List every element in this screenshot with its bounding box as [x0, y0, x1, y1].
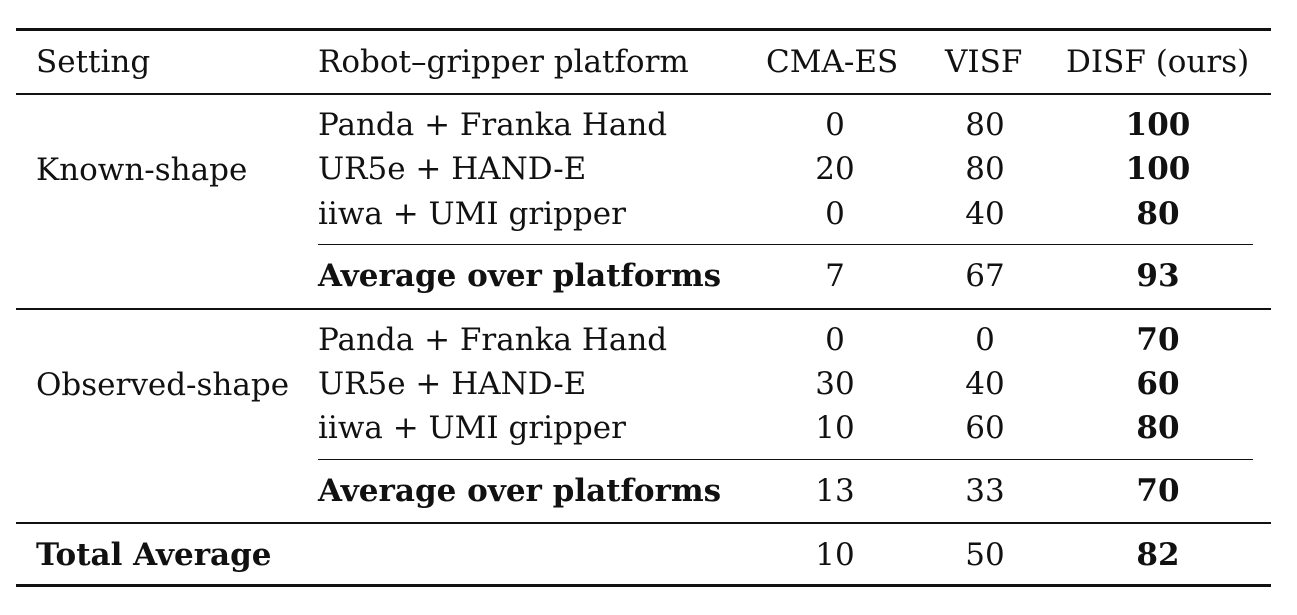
observed-row-3-visf: 60	[965, 410, 1005, 446]
observed-row-2-visf: 40	[965, 366, 1005, 402]
header-setting: Setting	[36, 44, 151, 80]
total-average-label: Total Average	[36, 537, 272, 573]
known-row-1-cmaes: 0	[825, 107, 845, 143]
observed-average-visf: 33	[965, 473, 1005, 509]
known-row-2-cmaes: 20	[815, 151, 855, 187]
total-average-visf: 50	[965, 537, 1005, 573]
observed-average-cmaes: 13	[815, 473, 855, 509]
known-row-3-platform: iiwa + UMI gripper	[318, 196, 626, 232]
header-platform: Robot–gripper platform	[318, 44, 689, 80]
observed-row-3-disf: 80	[1136, 410, 1180, 446]
observed-average-rule	[318, 459, 1253, 460]
known-row-3-visf: 40	[965, 196, 1005, 232]
known-average-disf: 93	[1136, 258, 1180, 294]
observed-row-1-platform: Panda + Franka Hand	[318, 322, 668, 358]
observed-row-2-disf: 60	[1136, 366, 1180, 402]
observed-row-1-visf: 0	[975, 322, 995, 358]
known-row-3-cmaes: 0	[825, 196, 845, 232]
header-disf: DISF (ours)	[1066, 44, 1250, 80]
top-rule	[16, 28, 1271, 31]
known-row-3-disf: 80	[1136, 196, 1180, 232]
observed-row-3-platform: iiwa + UMI gripper	[318, 410, 626, 446]
header-rule	[16, 93, 1271, 95]
setting-observed-shape: Observed-shape	[36, 367, 290, 403]
known-row-1-platform: Panda + Franka Hand	[318, 107, 668, 143]
total-average-cmaes: 10	[815, 537, 855, 573]
known-row-1-disf: 100	[1125, 107, 1191, 143]
known-row-2-visf: 80	[965, 151, 1005, 187]
observed-row-2-platform: UR5e + HAND-E	[318, 366, 587, 402]
observed-row-1-disf: 70	[1136, 322, 1180, 358]
header-cmaes: CMA-ES	[766, 44, 899, 80]
observed-row-2-cmaes: 30	[815, 366, 855, 402]
total-rule	[16, 522, 1271, 524]
known-average-visf: 67	[965, 258, 1005, 294]
observed-average-label: Average over platforms	[318, 473, 722, 509]
header-visf: VISF	[945, 44, 1023, 80]
section-rule	[16, 308, 1271, 310]
known-row-1-visf: 80	[965, 107, 1005, 143]
observed-row-3-cmaes: 10	[815, 410, 855, 446]
known-row-2-disf: 100	[1125, 151, 1191, 187]
known-average-rule	[318, 244, 1253, 245]
observed-average-disf: 70	[1136, 473, 1180, 509]
known-average-label: Average over platforms	[318, 258, 722, 294]
total-average-disf: 82	[1136, 537, 1180, 573]
known-average-cmaes: 7	[825, 258, 845, 294]
setting-known-shape: Known-shape	[36, 152, 248, 188]
bottom-rule	[16, 584, 1271, 587]
known-row-2-platform: UR5e + HAND-E	[318, 151, 587, 187]
observed-row-1-cmaes: 0	[825, 322, 845, 358]
